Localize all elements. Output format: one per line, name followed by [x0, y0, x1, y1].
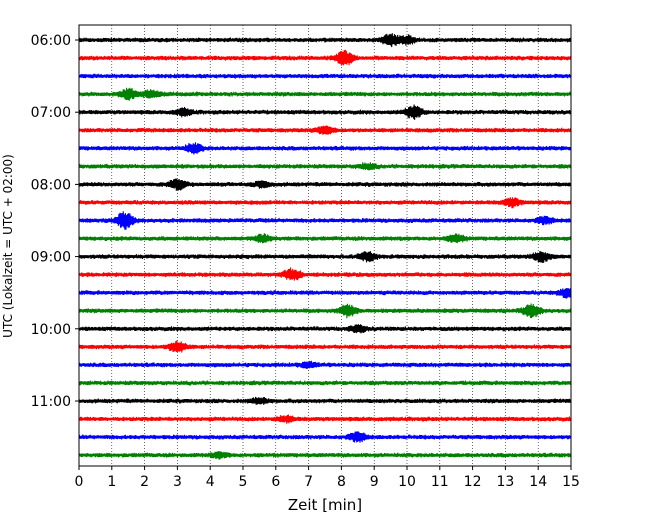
x-tick-label: 9 — [370, 474, 379, 490]
x-tick-label: 10 — [398, 474, 416, 490]
y-tick-label: 09:00 — [31, 250, 71, 266]
x-tick-label: 7 — [304, 474, 313, 490]
y-tick-label: 10:00 — [31, 322, 71, 338]
y-tick-label: 08:00 — [31, 177, 71, 193]
trace-0815 — [78, 197, 572, 209]
x-tick-label: 13 — [496, 474, 514, 490]
trace-1015 — [78, 340, 572, 353]
trace-1100 — [78, 396, 572, 405]
trace-0630 — [78, 73, 572, 79]
trace-group — [78, 33, 572, 460]
y-tick-label: 07:00 — [31, 105, 71, 121]
x-tick-label: 5 — [239, 474, 248, 490]
trace-1115 — [78, 414, 572, 424]
trace-0945 — [78, 303, 572, 319]
trace-0800 — [78, 178, 572, 191]
x-tick-label: 2 — [140, 474, 149, 490]
trace-0830 — [78, 211, 572, 230]
y-tick-label: 06:00 — [31, 33, 71, 49]
trace-0930 — [78, 288, 572, 299]
x-tick-label: 8 — [337, 474, 346, 490]
x-tick-label: 3 — [173, 474, 182, 490]
trace-0700 — [78, 104, 572, 120]
x-axis-ticks: 0 1 2 3 4 5 6 7 8 9 10 11 12 13 14 15 — [75, 466, 580, 490]
y-axis-ticks: 06:00 07:00 08:00 09:00 10:00 11:00 — [31, 33, 79, 410]
trace-1000 — [78, 324, 572, 334]
trace-0715 — [78, 125, 572, 135]
x-tick-label: 0 — [75, 474, 84, 490]
x-tick-label: 15 — [562, 474, 580, 490]
x-tick-label: 6 — [271, 474, 280, 490]
x-tick-label: 14 — [529, 474, 547, 490]
trace-1045 — [78, 380, 572, 386]
y-axis-label: UTC (Lokalzeit = UTC + 02:00) — [1, 154, 15, 338]
trace-1145 — [78, 451, 572, 460]
trace-0745 — [78, 162, 572, 171]
trace-0900 — [78, 251, 572, 263]
trace-0915 — [78, 267, 572, 281]
trace-0600 — [78, 33, 572, 48]
trace-0845 — [78, 233, 572, 244]
y-tick-label: 11:00 — [31, 394, 71, 410]
plot-frame — [78, 24, 572, 467]
trace-0615 — [78, 49, 572, 66]
x-tick-label: 12 — [464, 474, 482, 490]
x-tick-label: 1 — [107, 474, 116, 490]
trace-0645 — [78, 87, 572, 101]
trace-1030 — [78, 360, 572, 369]
trace-1130 — [78, 431, 572, 443]
x-tick-label: 11 — [431, 474, 449, 490]
trace-0730 — [78, 142, 572, 155]
x-axis-label: Zeit [min] — [288, 496, 362, 514]
x-tick-label: 4 — [206, 474, 215, 490]
